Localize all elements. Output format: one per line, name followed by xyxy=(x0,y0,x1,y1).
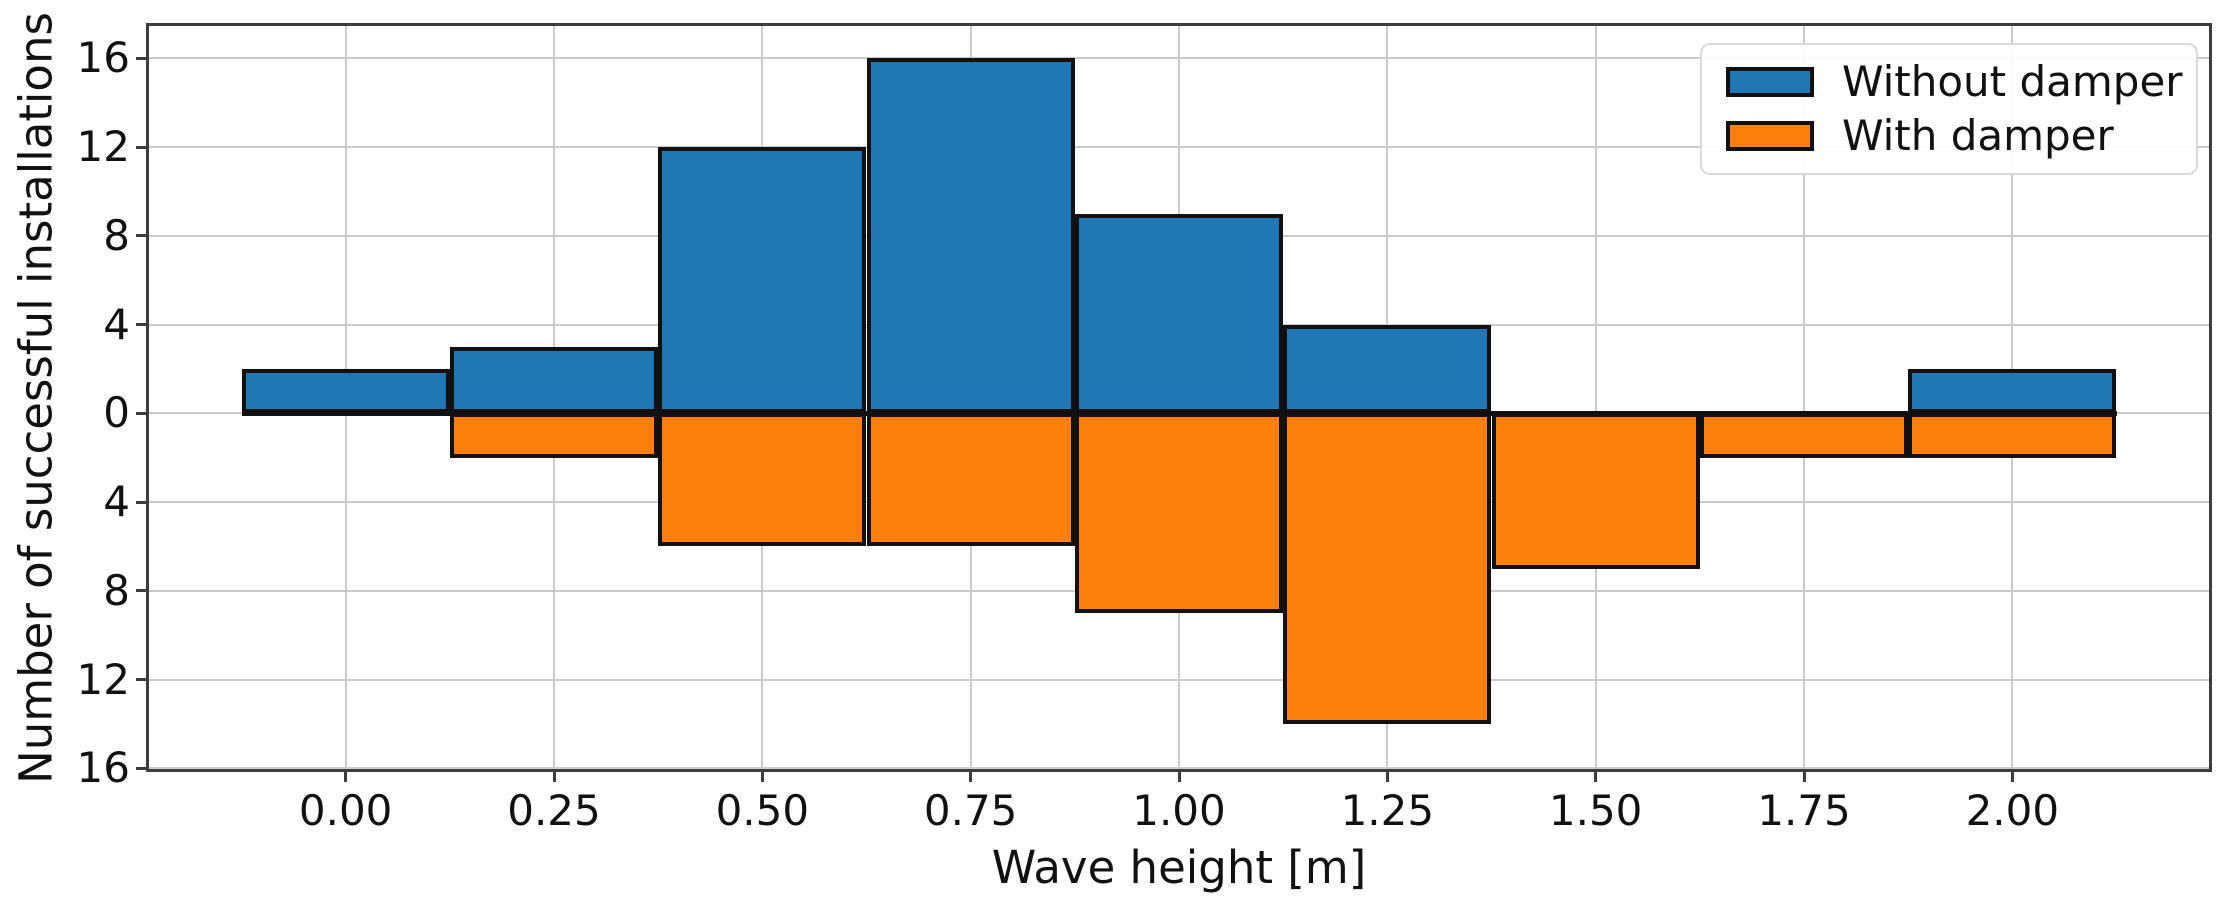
histogram-bar-without-damper xyxy=(1283,324,1492,414)
y-tick-mark xyxy=(136,678,149,682)
y-gridline xyxy=(149,678,2209,681)
y-tick-mark xyxy=(136,411,149,415)
x-tick-label: 1.50 xyxy=(1548,786,1643,835)
legend: Without damper With damper xyxy=(1700,43,2198,175)
x-tick-label: 0.75 xyxy=(923,786,1018,835)
y-tick-mark xyxy=(136,589,149,593)
legend-item-without-damper: Without damper xyxy=(1726,57,2183,106)
histogram-bar-with-damper xyxy=(658,413,867,547)
x-tick-mark xyxy=(552,769,556,782)
y-tick-label: 8 xyxy=(103,210,130,260)
histogram-bar-without-damper xyxy=(241,368,450,414)
histogram-bar-with-damper xyxy=(1699,413,1909,458)
histogram-bar-without-damper xyxy=(866,58,1075,414)
y-gridline xyxy=(149,57,2209,60)
x-tick-label: 1.25 xyxy=(1340,786,1435,835)
histogram-bar-with-damper xyxy=(1283,413,1492,724)
y-tick-label: 8 xyxy=(103,565,130,615)
x-tick-mark xyxy=(760,769,764,782)
x-tick-mark xyxy=(969,769,973,782)
x-axis-label: Wave height [m] xyxy=(991,841,1367,894)
x-tick-label: 1.75 xyxy=(1757,786,1851,835)
legend-label-with-damper: With damper xyxy=(1842,111,2114,161)
x-tick-label: 0.25 xyxy=(507,786,601,835)
x-gridline xyxy=(1803,26,1805,769)
histogram-bar-without-damper xyxy=(658,147,867,414)
x-tick-label: 2.00 xyxy=(1965,786,2060,835)
x-tick-label: 0.00 xyxy=(298,786,393,835)
x-tick-mark xyxy=(1594,769,1598,782)
y-gridline xyxy=(149,767,2209,770)
y-tick-mark xyxy=(136,766,149,770)
y-tick-label: 12 xyxy=(76,122,130,172)
histogram-bar-with-damper xyxy=(1491,413,1700,569)
legend-swatch-without-damper xyxy=(1726,66,1814,97)
y-tick-label: 0 xyxy=(103,388,130,438)
y-tick-label: 4 xyxy=(103,477,130,527)
legend-swatch-with-damper xyxy=(1726,121,1814,152)
histogram-bar-without-damper xyxy=(1908,368,2117,414)
y-gridline xyxy=(149,146,2209,149)
x-gridline xyxy=(1594,26,1597,769)
y-tick-mark xyxy=(136,234,149,238)
histogram-bar-with-damper xyxy=(1074,413,1284,614)
legend-item-with-damper: With damper xyxy=(1726,112,2172,160)
histogram-bar-with-damper xyxy=(866,413,1075,547)
x-tick-mark xyxy=(1802,769,1806,782)
histogram-bar-with-damper xyxy=(449,413,659,458)
x-tick-mark xyxy=(2010,769,2014,782)
legend-label-without-damper: Without damper xyxy=(1842,56,2183,106)
zero-baseline xyxy=(241,410,2117,416)
y-tick-label: 16 xyxy=(76,33,130,83)
histogram-bar-without-damper xyxy=(449,346,659,414)
y-tick-mark xyxy=(136,500,149,504)
y-tick-label: 12 xyxy=(76,654,130,704)
x-tick-mark xyxy=(1177,769,1181,782)
x-tick-label: 0.50 xyxy=(715,786,810,835)
histogram-bar-without-damper xyxy=(1074,213,1284,414)
histogram-bar-with-damper xyxy=(1908,413,2117,458)
x-tick-mark xyxy=(344,769,348,782)
y-tick-label: 16 xyxy=(76,743,130,793)
x-tick-label: 1.00 xyxy=(1132,786,1226,835)
y-tick-label: 4 xyxy=(103,299,130,349)
y-tick-mark xyxy=(136,56,149,60)
y-tick-mark xyxy=(136,145,149,149)
y-tick-mark xyxy=(136,323,149,327)
x-tick-mark xyxy=(1385,769,1389,782)
